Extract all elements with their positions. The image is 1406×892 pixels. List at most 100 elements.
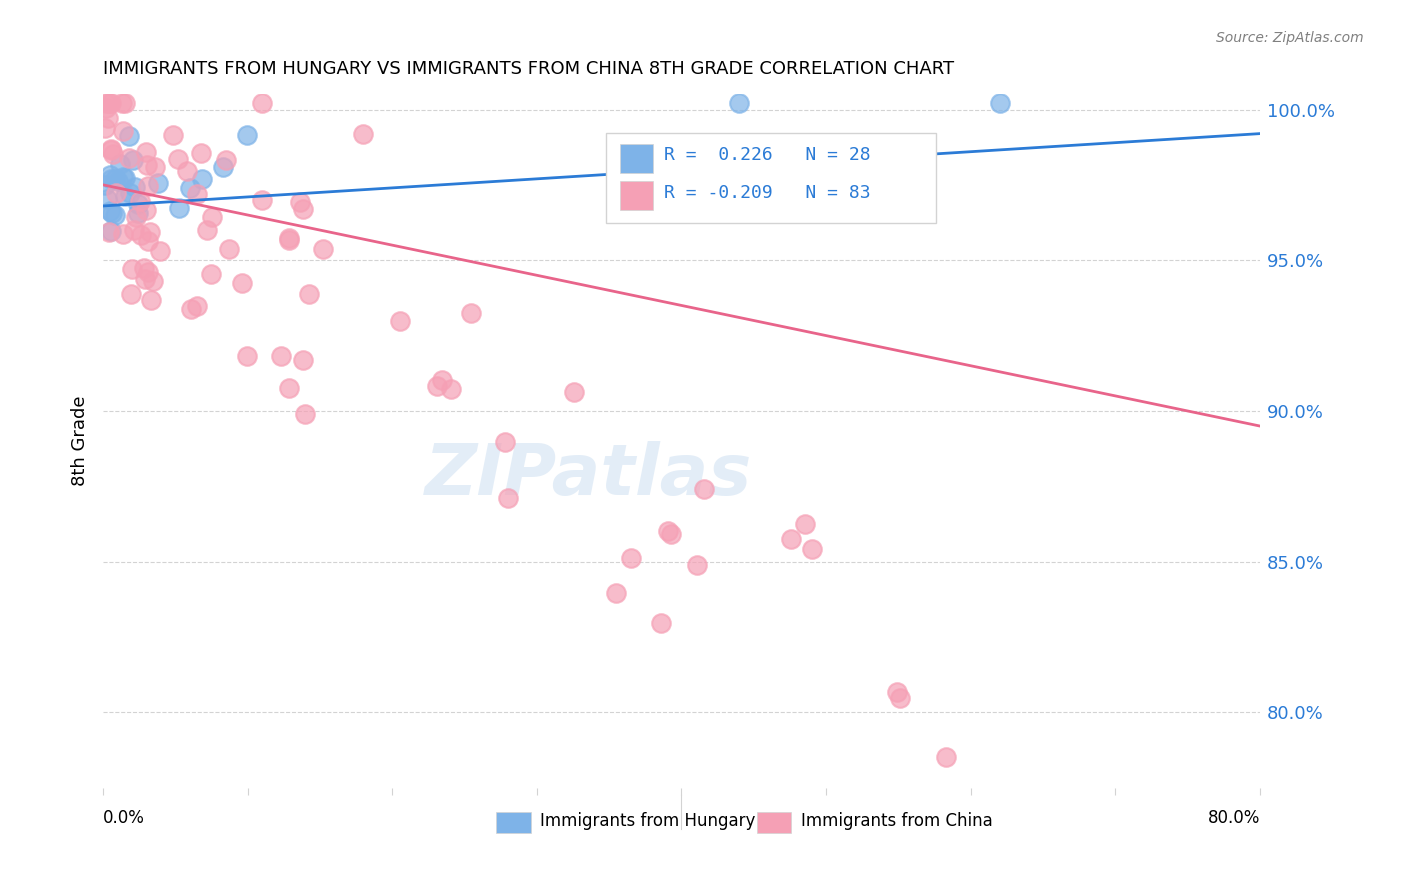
FancyBboxPatch shape: [606, 133, 936, 223]
Point: [107, 174, 129, 188]
Point: [176, 163, 198, 178]
Point: [136, 234, 159, 248]
Point: [148, 176, 170, 190]
Point: [460, 306, 482, 320]
Point: [988, 96, 1011, 111]
Point: [169, 201, 191, 215]
Point: [794, 517, 817, 532]
Point: [97, 96, 120, 111]
Point: [98, 204, 121, 219]
Point: [686, 558, 709, 572]
Point: [562, 384, 585, 399]
Point: [311, 243, 333, 257]
Point: [236, 128, 259, 143]
Point: [352, 127, 374, 141]
Point: [728, 96, 751, 111]
Text: 0.0%: 0.0%: [103, 808, 145, 827]
Point: [277, 233, 299, 247]
Point: [190, 146, 212, 161]
Point: [129, 227, 152, 242]
Point: [139, 293, 162, 307]
Point: [191, 172, 214, 186]
Point: [889, 690, 911, 705]
Point: [112, 227, 135, 241]
Point: [104, 171, 127, 186]
FancyBboxPatch shape: [496, 812, 531, 833]
Point: [111, 169, 134, 184]
Point: [250, 193, 273, 207]
Point: [605, 586, 627, 600]
Point: [94, 178, 117, 192]
Point: [186, 299, 208, 313]
Point: [292, 202, 315, 216]
Point: [136, 157, 159, 171]
Point: [135, 202, 157, 217]
Point: [620, 550, 643, 565]
Point: [100, 96, 122, 111]
Point: [134, 271, 156, 285]
Point: [127, 197, 149, 211]
Point: [294, 407, 316, 421]
Point: [291, 353, 314, 368]
Point: [650, 616, 672, 631]
Point: [96, 96, 118, 111]
FancyBboxPatch shape: [620, 144, 652, 173]
Point: [108, 157, 131, 171]
Point: [195, 223, 218, 237]
Point: [128, 194, 150, 208]
Point: [97, 225, 120, 239]
Point: [114, 171, 136, 186]
Point: [114, 96, 136, 111]
Point: [440, 382, 463, 396]
Point: [186, 187, 208, 202]
Point: [104, 208, 127, 222]
Point: [134, 260, 156, 275]
Point: [142, 274, 165, 288]
Point: [935, 749, 957, 764]
Point: [100, 224, 122, 238]
Point: [100, 142, 122, 156]
Point: [136, 265, 159, 279]
Point: [250, 96, 273, 111]
Text: Immigrants from China: Immigrants from China: [800, 812, 993, 830]
Point: [278, 381, 301, 395]
Point: [100, 171, 122, 186]
Point: [122, 223, 145, 237]
Point: [118, 186, 141, 201]
Point: [96, 192, 118, 206]
Point: [104, 186, 127, 200]
Point: [114, 188, 136, 202]
Point: [235, 349, 257, 363]
Point: [200, 211, 222, 225]
Point: [215, 153, 238, 168]
Point: [125, 210, 148, 224]
Point: [389, 314, 412, 328]
Point: [98, 168, 121, 182]
Point: [218, 242, 240, 256]
Point: [298, 287, 321, 301]
Point: [801, 541, 824, 556]
Point: [111, 96, 134, 111]
Text: ZIPatlas: ZIPatlas: [425, 442, 752, 510]
Point: [139, 225, 162, 239]
Text: Immigrants from Hungary: Immigrants from Hungary: [540, 812, 756, 830]
Point: [430, 373, 453, 387]
Point: [779, 532, 801, 546]
Point: [162, 128, 184, 142]
Text: 80.0%: 80.0%: [1208, 808, 1260, 827]
Point: [120, 286, 142, 301]
Point: [101, 206, 124, 220]
Point: [180, 301, 202, 316]
Point: [179, 180, 201, 194]
Point: [288, 194, 311, 209]
Point: [212, 161, 235, 175]
Point: [118, 151, 141, 165]
Point: [167, 152, 190, 166]
Point: [124, 179, 146, 194]
Point: [231, 276, 253, 290]
Point: [100, 143, 122, 157]
Text: R = -0.209   N = 83: R = -0.209 N = 83: [664, 184, 870, 202]
Point: [426, 379, 449, 393]
Point: [494, 435, 516, 450]
Point: [659, 526, 682, 541]
